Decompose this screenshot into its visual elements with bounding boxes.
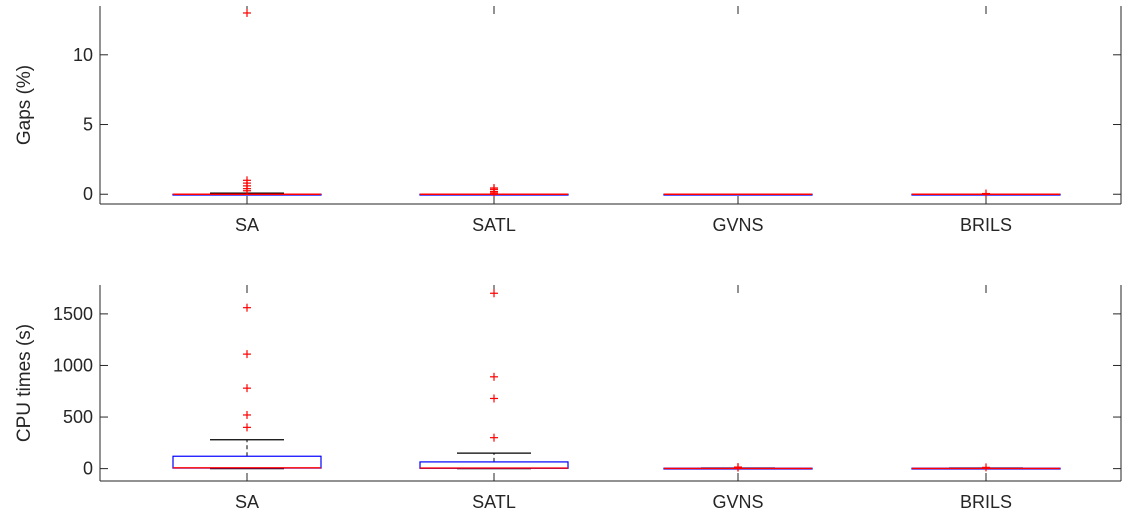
- x-tick-label: GVNS: [712, 492, 763, 512]
- x-tick-label: GVNS: [712, 215, 763, 235]
- x-tick-label: SA: [235, 215, 259, 235]
- outlier-marker: [243, 303, 251, 312]
- outlier-marker: [490, 433, 498, 442]
- y-tick-label: 0: [83, 459, 93, 479]
- outlier-marker: [243, 350, 251, 359]
- outlier-marker: [490, 289, 498, 298]
- outlier-marker: [243, 186, 251, 195]
- outlier-marker: [982, 189, 990, 198]
- outlier-marker: [982, 463, 990, 472]
- outlier-marker: [734, 463, 742, 472]
- box-satl: [419, 461, 569, 469]
- x-tick-label: SATL: [472, 492, 516, 512]
- gaps-boxplot-panel: 0 5 10 SA SATL GVNS BRILS Gaps (%): [14, 6, 1122, 235]
- y-tick-label: 1500: [53, 304, 93, 324]
- outlier-marker: [490, 394, 498, 403]
- y-tick-label: 5: [83, 115, 93, 135]
- x-tick-label: SATL: [472, 215, 516, 235]
- y-tick-label: 500: [63, 407, 93, 427]
- outlier-marker: [490, 188, 498, 197]
- box-sa: [172, 455, 322, 469]
- outlier-marker: [243, 8, 251, 17]
- cpu-times-boxplot-panel: 0 500 1000 1500 SA SATL GVNS BRILS CPU times (s): [14, 285, 1122, 512]
- outlier-marker: [243, 423, 251, 432]
- outlier-marker: [243, 384, 251, 393]
- outlier-marker: [490, 372, 498, 381]
- y-axis-label: CPU times (s): [14, 324, 35, 442]
- y-tick-label: 1000: [53, 355, 93, 375]
- y-tick-label: 10: [73, 45, 93, 65]
- x-tick-label: BRILS: [960, 492, 1012, 512]
- y-tick-label: 0: [83, 184, 93, 204]
- outlier-marker: [243, 410, 251, 419]
- y-axis-label: Gaps (%): [14, 65, 35, 145]
- x-tick-label: BRILS: [960, 215, 1012, 235]
- x-tick-label: SA: [235, 492, 259, 512]
